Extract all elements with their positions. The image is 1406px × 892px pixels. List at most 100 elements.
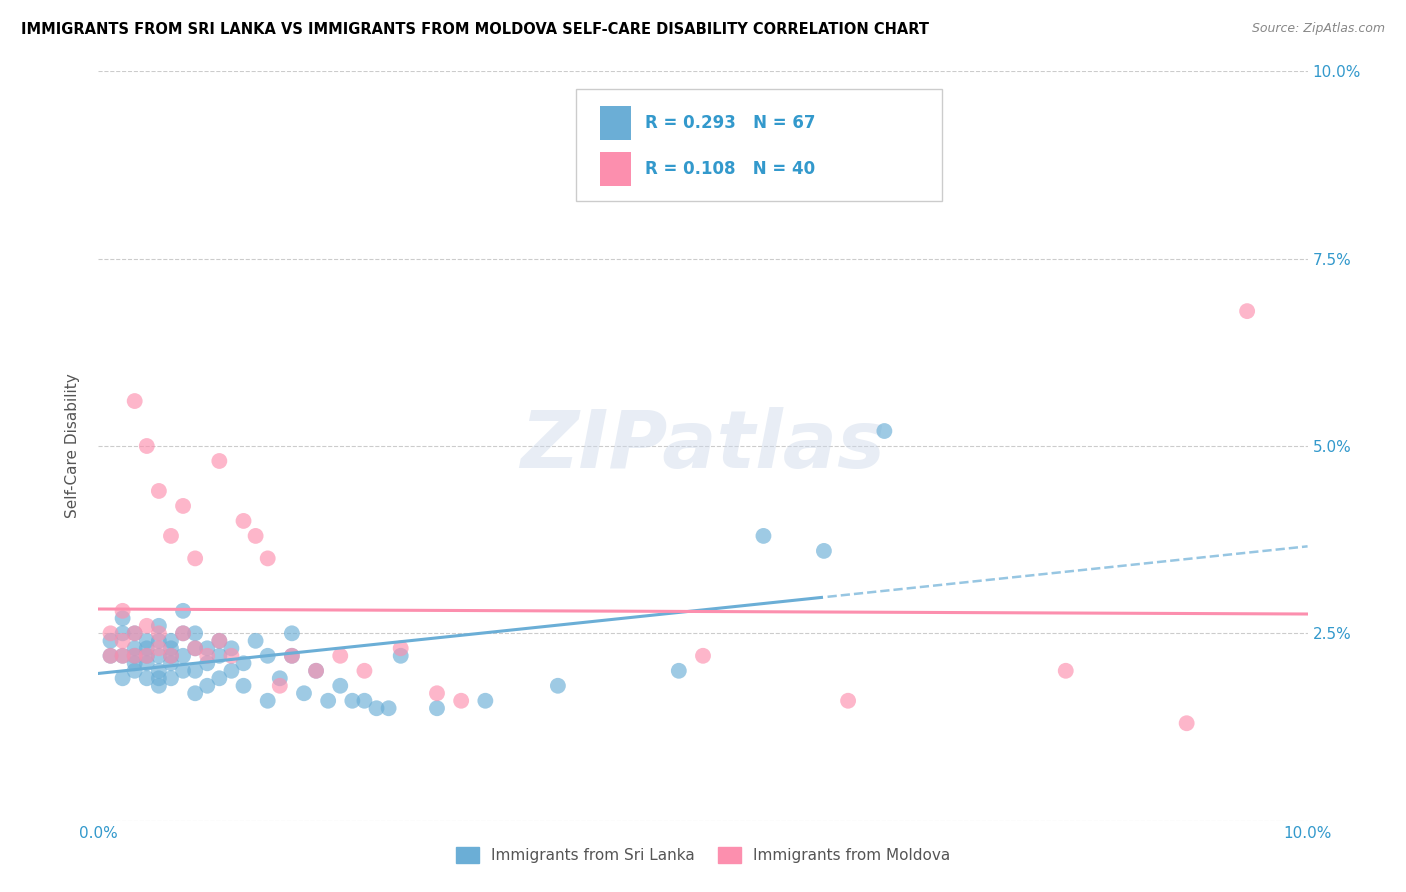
Point — [160, 529, 183, 543]
Point — [426, 701, 449, 715]
Point — [172, 604, 194, 618]
Point — [124, 626, 146, 640]
Point — [269, 679, 291, 693]
Point — [111, 671, 134, 685]
Point — [208, 648, 231, 663]
Point — [184, 551, 207, 566]
Point — [135, 439, 157, 453]
Point — [232, 657, 254, 671]
Point — [232, 679, 254, 693]
Point — [281, 648, 304, 663]
Point — [1054, 664, 1077, 678]
Point — [111, 633, 134, 648]
Point — [221, 648, 243, 663]
Point — [172, 664, 194, 678]
Point — [111, 626, 134, 640]
Point — [124, 641, 146, 656]
Point — [668, 664, 690, 678]
Point — [329, 679, 352, 693]
Point — [195, 648, 218, 663]
Point — [474, 694, 496, 708]
Point — [124, 648, 146, 663]
Point — [148, 679, 170, 693]
Point — [184, 664, 207, 678]
Point — [208, 633, 231, 648]
Point — [135, 648, 157, 663]
Point — [281, 626, 304, 640]
Point — [124, 394, 146, 409]
Point — [160, 648, 183, 663]
Point — [305, 664, 328, 678]
Point — [111, 648, 134, 663]
Point — [245, 633, 267, 648]
Point — [195, 657, 218, 671]
Point — [353, 664, 375, 678]
Point — [111, 611, 134, 625]
Point — [195, 679, 218, 693]
Point — [124, 626, 146, 640]
Point — [377, 701, 399, 715]
Point — [316, 694, 339, 708]
Point — [160, 671, 183, 685]
Point — [124, 648, 146, 663]
Point — [100, 648, 122, 663]
Point — [135, 633, 157, 648]
Point — [692, 648, 714, 663]
Point — [208, 454, 231, 468]
Point — [124, 657, 146, 671]
Point — [172, 626, 194, 640]
Point — [184, 626, 207, 640]
Point — [172, 648, 194, 663]
Y-axis label: Self-Care Disability: Self-Care Disability — [65, 374, 80, 518]
Point — [100, 626, 122, 640]
Text: IMMIGRANTS FROM SRI LANKA VS IMMIGRANTS FROM MOLDOVA SELF-CARE DISABILITY CORREL: IMMIGRANTS FROM SRI LANKA VS IMMIGRANTS … — [21, 22, 929, 37]
Point — [1236, 304, 1258, 318]
Point — [184, 641, 207, 656]
Point — [135, 641, 157, 656]
Point — [813, 544, 835, 558]
Point — [342, 694, 364, 708]
Point — [160, 641, 183, 656]
Text: R = 0.108   N = 40: R = 0.108 N = 40 — [645, 160, 815, 178]
Point — [184, 686, 207, 700]
Point — [124, 664, 146, 678]
Point — [100, 633, 122, 648]
Point — [148, 619, 170, 633]
Point — [389, 641, 412, 656]
Point — [292, 686, 315, 700]
Point — [160, 633, 183, 648]
Point — [135, 657, 157, 671]
Text: Source: ZipAtlas.com: Source: ZipAtlas.com — [1251, 22, 1385, 36]
Point — [1175, 716, 1198, 731]
Point — [547, 679, 569, 693]
Point — [221, 641, 243, 656]
Point — [160, 648, 183, 663]
Point — [111, 604, 134, 618]
Point — [256, 551, 278, 566]
Point — [837, 694, 859, 708]
Point — [389, 648, 412, 663]
Point — [366, 701, 388, 715]
Point — [172, 499, 194, 513]
Point — [752, 529, 775, 543]
Point — [135, 671, 157, 685]
Point — [329, 648, 352, 663]
Point — [148, 671, 170, 685]
Point — [305, 664, 328, 678]
Point — [148, 648, 170, 663]
Point — [426, 686, 449, 700]
Point — [148, 483, 170, 498]
Point — [221, 664, 243, 678]
Point — [245, 529, 267, 543]
Point — [111, 648, 134, 663]
Point — [281, 648, 304, 663]
Point — [256, 648, 278, 663]
Point — [450, 694, 472, 708]
Point — [100, 648, 122, 663]
Point — [160, 657, 183, 671]
Point — [195, 641, 218, 656]
Point — [135, 619, 157, 633]
Text: R = 0.293   N = 67: R = 0.293 N = 67 — [645, 114, 815, 132]
Point — [256, 694, 278, 708]
Point — [148, 664, 170, 678]
